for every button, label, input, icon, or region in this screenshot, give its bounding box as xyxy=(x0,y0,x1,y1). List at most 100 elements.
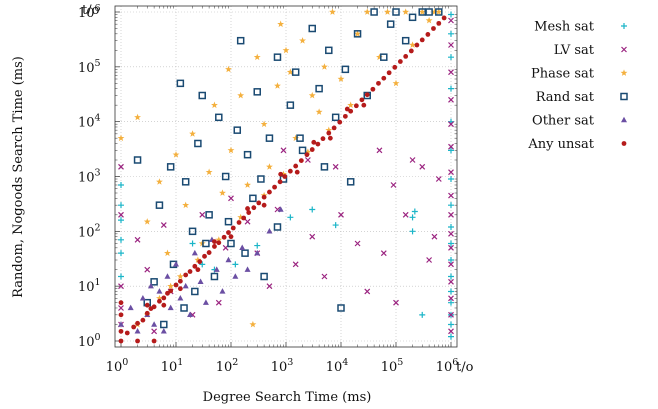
data-point xyxy=(328,136,333,141)
data-point xyxy=(226,230,231,235)
x-tick-label: 102 xyxy=(216,357,239,375)
data-point xyxy=(305,157,310,162)
data-point xyxy=(237,92,244,99)
data-point xyxy=(178,279,183,284)
y-tick-exponent: 1 xyxy=(95,277,101,288)
legend-item: LV sat xyxy=(554,43,627,58)
x-tick-label: 106 xyxy=(436,357,459,375)
data-point xyxy=(321,136,326,141)
data-point xyxy=(140,295,146,301)
data-point xyxy=(258,176,264,182)
y-tick-label: 105 xyxy=(78,58,101,76)
data-point xyxy=(333,164,338,169)
x-tick-label: 103 xyxy=(271,357,294,375)
data-point xyxy=(310,147,315,152)
data-point xyxy=(262,203,267,208)
data-point xyxy=(192,288,198,294)
y-timeout-label: t/o xyxy=(82,3,100,18)
series-any-unsat xyxy=(119,16,447,344)
x-tick-base: 10 xyxy=(161,360,178,375)
data-point xyxy=(388,21,394,27)
data-point xyxy=(448,321,454,327)
data-point xyxy=(256,201,261,206)
data-point xyxy=(381,251,386,256)
data-point xyxy=(144,218,151,225)
data-point xyxy=(415,43,420,48)
x-tick-label: 100 xyxy=(106,357,129,375)
data-point xyxy=(449,97,454,102)
data-point xyxy=(316,86,322,92)
data-point xyxy=(245,219,250,224)
data-point xyxy=(254,54,261,61)
data-point xyxy=(151,279,157,285)
data-point xyxy=(261,274,267,280)
data-point xyxy=(272,185,277,190)
data-point xyxy=(128,305,134,311)
data-point xyxy=(403,212,408,217)
data-point xyxy=(244,181,251,188)
data-point xyxy=(181,305,187,311)
y-tick-exponent: 0 xyxy=(95,332,101,343)
data-point xyxy=(234,127,240,133)
data-point xyxy=(161,223,166,228)
data-point xyxy=(202,254,207,259)
data-point xyxy=(118,202,124,208)
data-point xyxy=(118,250,124,256)
data-point xyxy=(420,164,425,169)
data-point xyxy=(278,172,283,177)
data-point xyxy=(232,273,238,279)
data-point xyxy=(254,89,260,95)
data-point xyxy=(297,135,303,141)
data-point xyxy=(239,245,245,251)
data-point xyxy=(254,243,260,249)
data-point xyxy=(387,70,392,75)
data-point xyxy=(135,237,140,242)
series-other-sat xyxy=(118,206,284,333)
data-point xyxy=(216,300,221,305)
data-point xyxy=(266,135,272,141)
data-point xyxy=(377,148,382,153)
x-tick-exponent: 2 xyxy=(232,357,238,368)
data-point xyxy=(118,237,124,243)
data-point xyxy=(212,239,217,244)
data-point xyxy=(315,142,320,147)
data-point xyxy=(293,164,298,169)
data-point xyxy=(420,37,425,42)
y-tick-labels: 100101102103104105106 xyxy=(78,3,101,350)
data-point xyxy=(287,102,293,108)
data-point xyxy=(449,70,454,75)
x-timeout-label: t/o xyxy=(456,360,474,375)
data-point xyxy=(283,47,290,54)
data-point xyxy=(168,288,173,293)
data-point xyxy=(161,303,166,308)
data-point xyxy=(135,339,140,344)
data-point xyxy=(299,37,306,44)
data-point xyxy=(231,226,236,231)
data-point xyxy=(360,97,365,102)
data-point xyxy=(152,329,157,334)
data-point xyxy=(238,38,244,44)
data-point xyxy=(140,318,145,323)
data-point xyxy=(355,241,360,246)
data-point xyxy=(332,125,337,130)
data-point xyxy=(309,92,316,99)
data-point xyxy=(402,8,409,15)
legend: Mesh satLV satPhase satRand satOther sat… xyxy=(527,20,627,153)
y-tick-label: 103 xyxy=(78,168,101,186)
data-point xyxy=(326,131,331,136)
data-point xyxy=(321,164,327,170)
data-point xyxy=(370,87,375,92)
data-point xyxy=(206,169,213,176)
data-point xyxy=(157,299,162,304)
x-tick-exponent: 3 xyxy=(287,357,293,368)
data-point xyxy=(135,321,140,326)
data-point xyxy=(151,321,157,327)
data-point xyxy=(168,164,174,170)
data-point xyxy=(161,296,166,301)
data-point xyxy=(410,214,416,220)
x-tick-label: 104 xyxy=(326,357,349,375)
x-axis-title: Degree Search Time (ms) xyxy=(203,390,372,405)
data-point xyxy=(156,202,162,208)
data-point xyxy=(195,140,201,146)
data-point xyxy=(333,114,339,120)
